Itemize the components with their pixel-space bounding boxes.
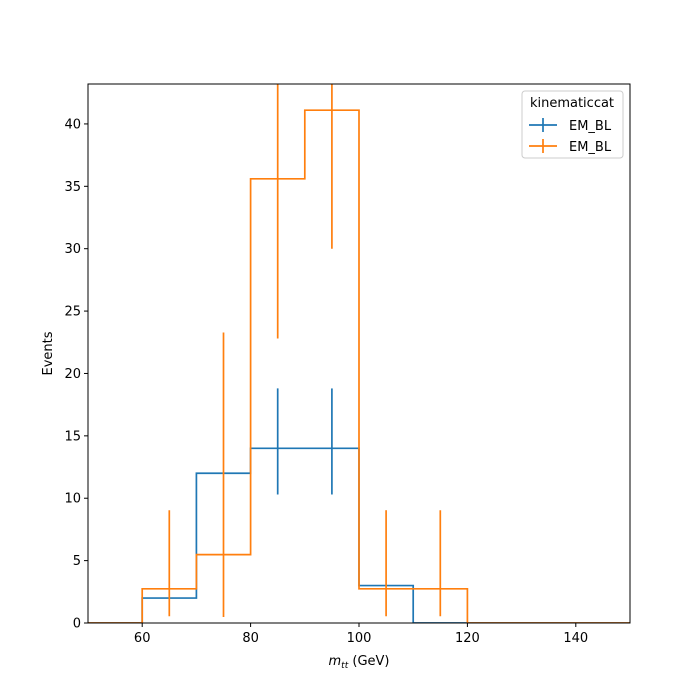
legend-title: kinematiccat bbox=[530, 96, 614, 111]
legend-entries: EM_BL EM_BL bbox=[529, 118, 612, 155]
axis-ticks: 60 80 100 120 140 0 5 10 15 20 25 30 35 40 bbox=[64, 117, 588, 646]
legend-label: EM_BL bbox=[569, 140, 612, 155]
plot-area bbox=[88, 84, 630, 623]
y-tick-label: 0 bbox=[73, 617, 81, 632]
legend-label: EM_BL bbox=[569, 119, 612, 134]
legend-entry: EM_BL bbox=[529, 139, 612, 155]
x-tick-label: 60 bbox=[134, 631, 151, 646]
x-tick-label: 100 bbox=[347, 631, 372, 646]
y-tick-label: 40 bbox=[64, 117, 81, 132]
y-axis-label: Events bbox=[41, 331, 56, 375]
y-tick-label: 15 bbox=[64, 429, 81, 444]
x-tick-label: 80 bbox=[242, 631, 259, 646]
y-tick-label: 5 bbox=[73, 554, 81, 569]
y-tick-label: 30 bbox=[64, 242, 81, 257]
x-axis-label: mtt (GeV) bbox=[329, 654, 390, 671]
x-axis-label-var: m bbox=[329, 654, 342, 669]
series-1 bbox=[88, 84, 630, 623]
legend-box bbox=[521, 90, 624, 159]
y-tick-label: 25 bbox=[64, 305, 81, 320]
y-tick-label: 10 bbox=[64, 492, 81, 507]
y-tick-label: 20 bbox=[64, 367, 81, 382]
x-tick-label: 120 bbox=[455, 631, 480, 646]
legend-entry: EM_BL bbox=[529, 118, 612, 134]
x-axis-label-sub: tt bbox=[341, 661, 349, 671]
y-tick-label: 35 bbox=[64, 180, 81, 195]
series-step-line bbox=[88, 109, 630, 623]
x-tick-label: 140 bbox=[563, 631, 588, 646]
x-axis-label-unit: (GeV) bbox=[348, 654, 389, 669]
legend: kinematiccat EM_BL EM_BL bbox=[521, 90, 624, 159]
